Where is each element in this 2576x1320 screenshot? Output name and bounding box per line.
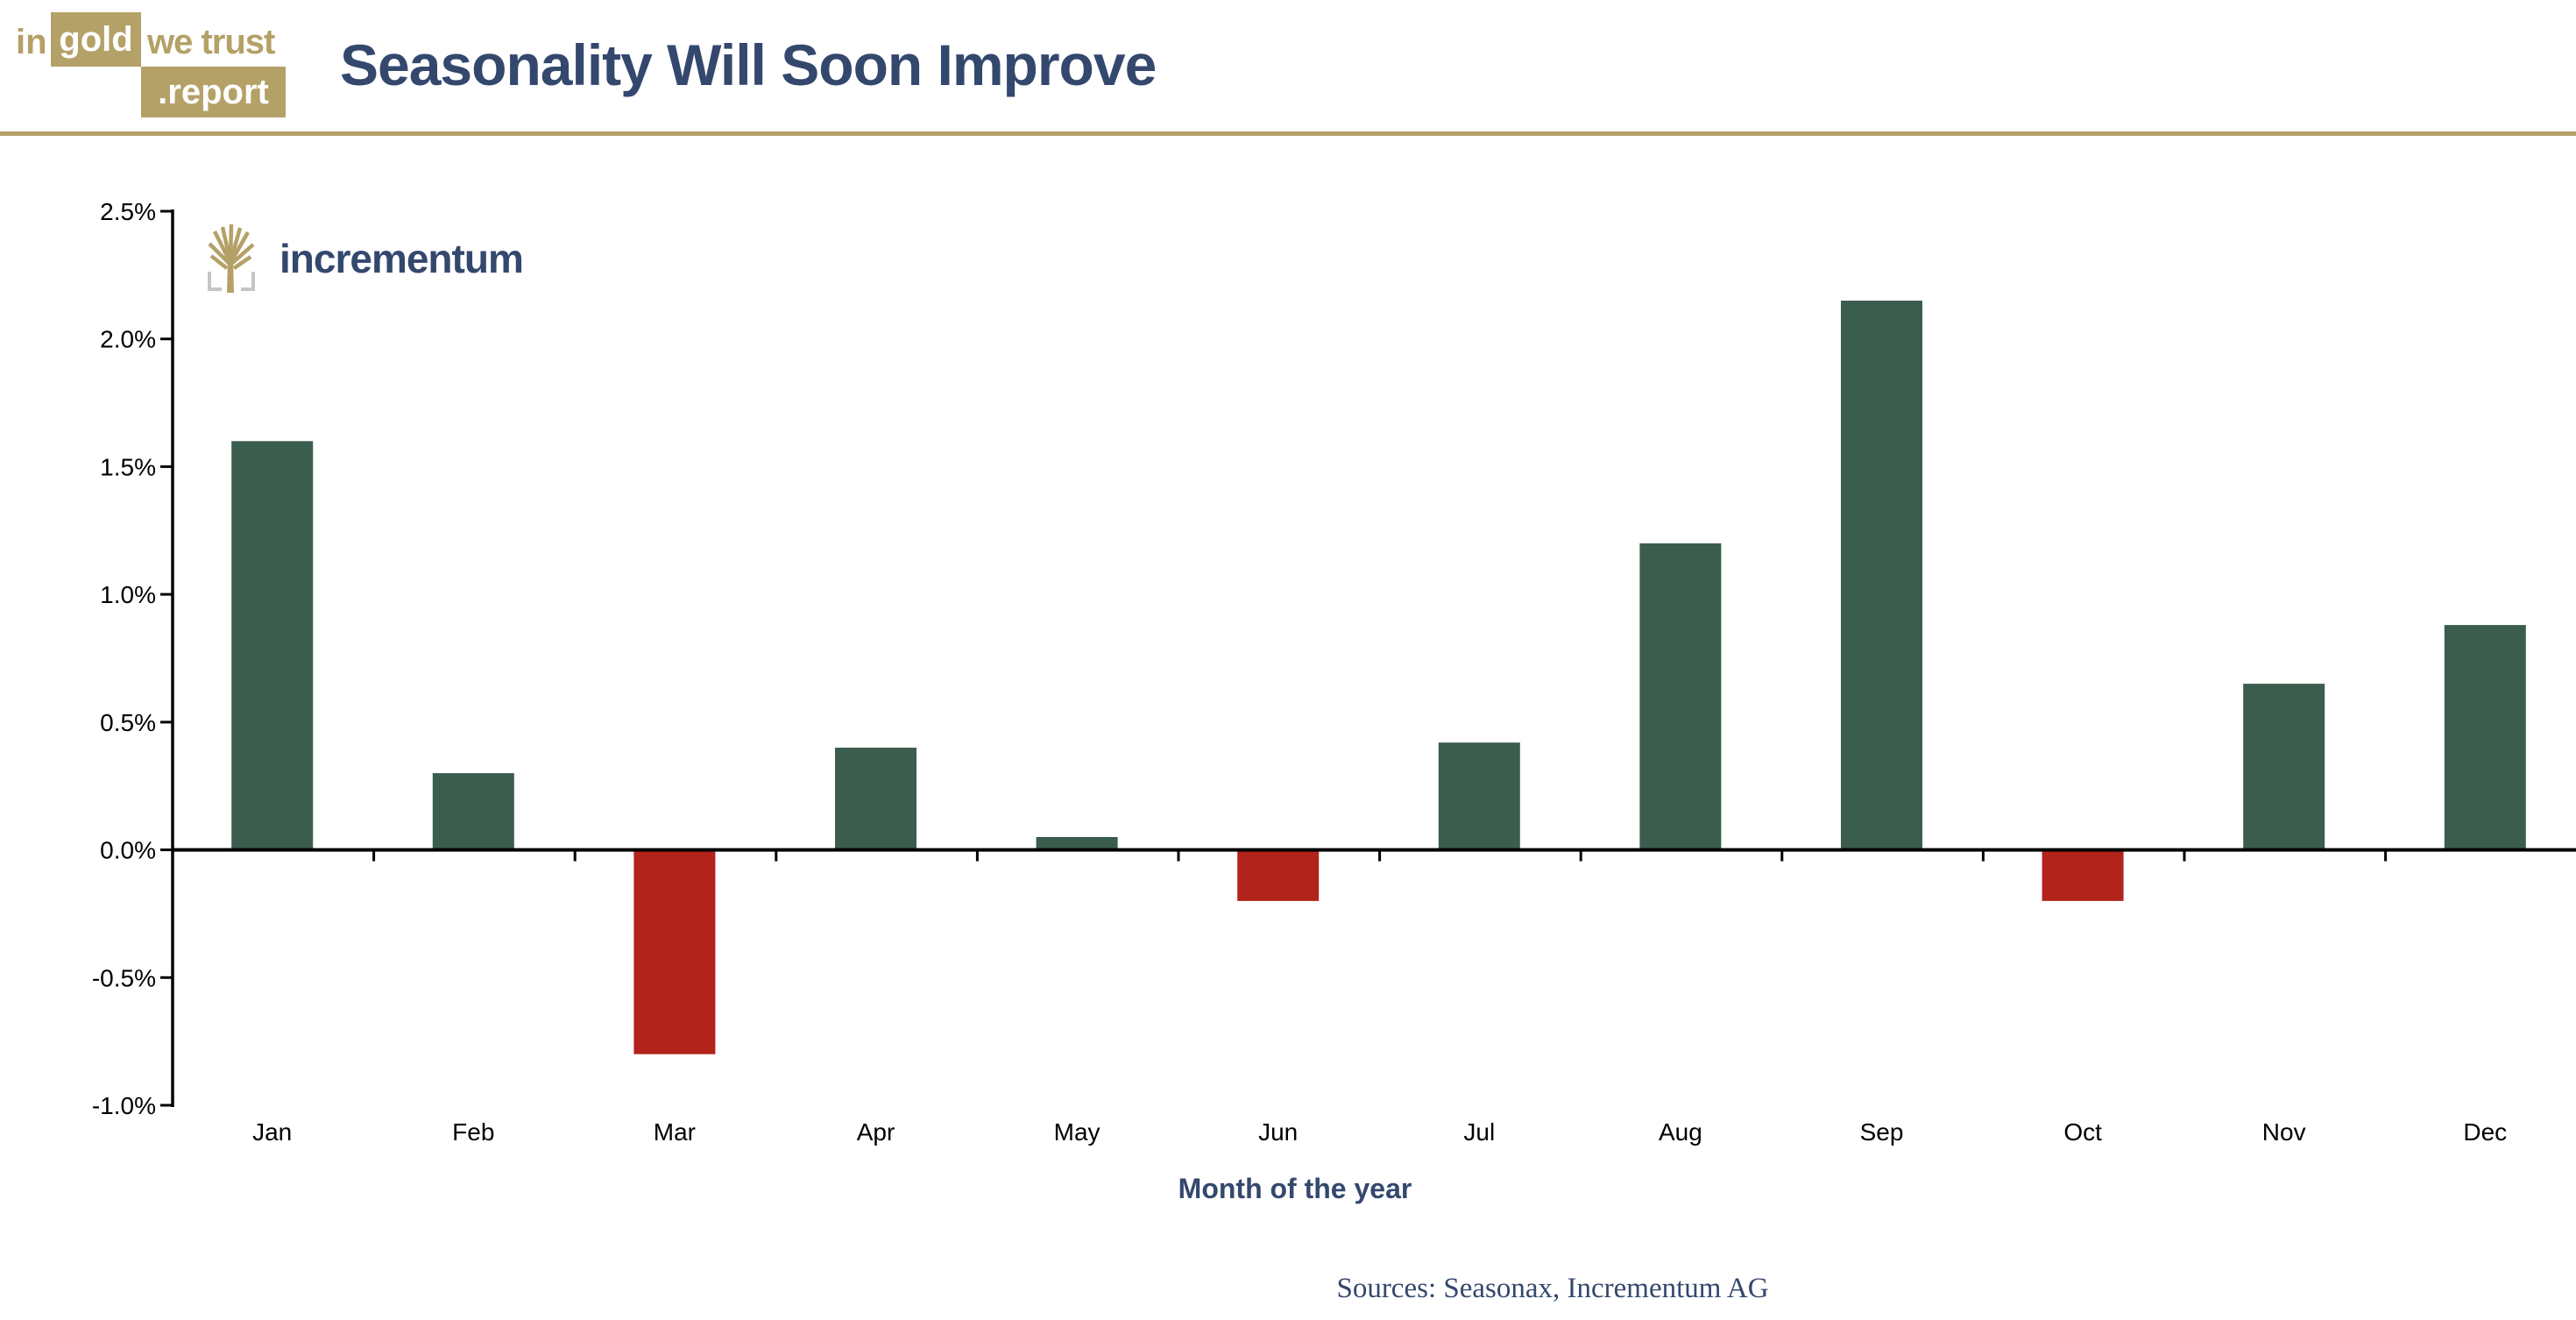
y-tick-label: 0.0% [100,837,156,864]
y-tick-label: -0.5% [92,964,156,991]
y-tick-label: 0.5% [100,709,156,736]
x-tick-label-dec: Dec [2463,1118,2507,1146]
x-tick-label-sep: Sep [1860,1118,1904,1146]
x-tick-label-apr: Apr [857,1118,895,1146]
sources-note: Sources: Seasonax, Incrementum AG [1336,1273,1769,1304]
page-title: Seasonality Will Soon Improve [340,32,1157,97]
x-tick-label-feb: Feb [452,1118,494,1146]
logo-word-in: in [16,23,47,61]
logo-word-we-trust: we trust [147,23,275,61]
incrementum-tree-icon [208,224,255,293]
x-axis-title: Month of the year [1178,1173,1412,1204]
logo-box-report: .report [141,67,286,117]
x-tick-label-aug: Aug [1659,1118,1702,1146]
x-tick-label-nov: Nov [2262,1118,2306,1146]
in-gold-we-trust-logo: in gold we trust .report [14,11,294,121]
x-tick-label-jun: Jun [1258,1118,1298,1146]
y-tick-label: -1.0% [92,1092,156,1119]
y-tick-label: 2.0% [100,326,156,353]
incrementum-logo: incrementum [206,224,524,293]
logo-word-report: .report [158,73,269,111]
x-tick-label-jan: Jan [252,1118,292,1146]
bar-jan [231,441,314,850]
bar-nov [2243,684,2325,850]
bar-mar [633,849,716,1054]
bar-jul [1438,742,1520,850]
seasonality-bar-chart: Jan Feb Mar Apr May Jun Jul Aug Sep Oct Nov Dec 2.5%… [92,198,2576,1146]
y-tick-label: 2.5% [100,198,156,225]
y-tick-label: 1.5% [100,453,156,480]
bar-feb [432,773,514,850]
x-tick-label-oct: Oct [2063,1118,2102,1146]
bar-oct [2042,849,2124,901]
incrementum-wordmark: incrementum [280,236,524,281]
header-divider [0,131,2576,136]
bar-dec [2444,625,2526,850]
bar-sep [1841,301,1922,850]
logo-box-gold: gold [51,12,141,67]
bar-apr [835,748,916,850]
bar-jun [1237,849,1320,901]
bar-aug [1639,543,1722,850]
x-tick-label-jul: Jul [1463,1118,1495,1146]
y-tick-label: 1.0% [100,581,156,608]
logo-word-gold: gold [59,20,133,59]
x-tick-label-may: May [1054,1118,1100,1146]
bar-may [1036,837,1118,850]
x-tick-label-mar: Mar [654,1118,696,1146]
